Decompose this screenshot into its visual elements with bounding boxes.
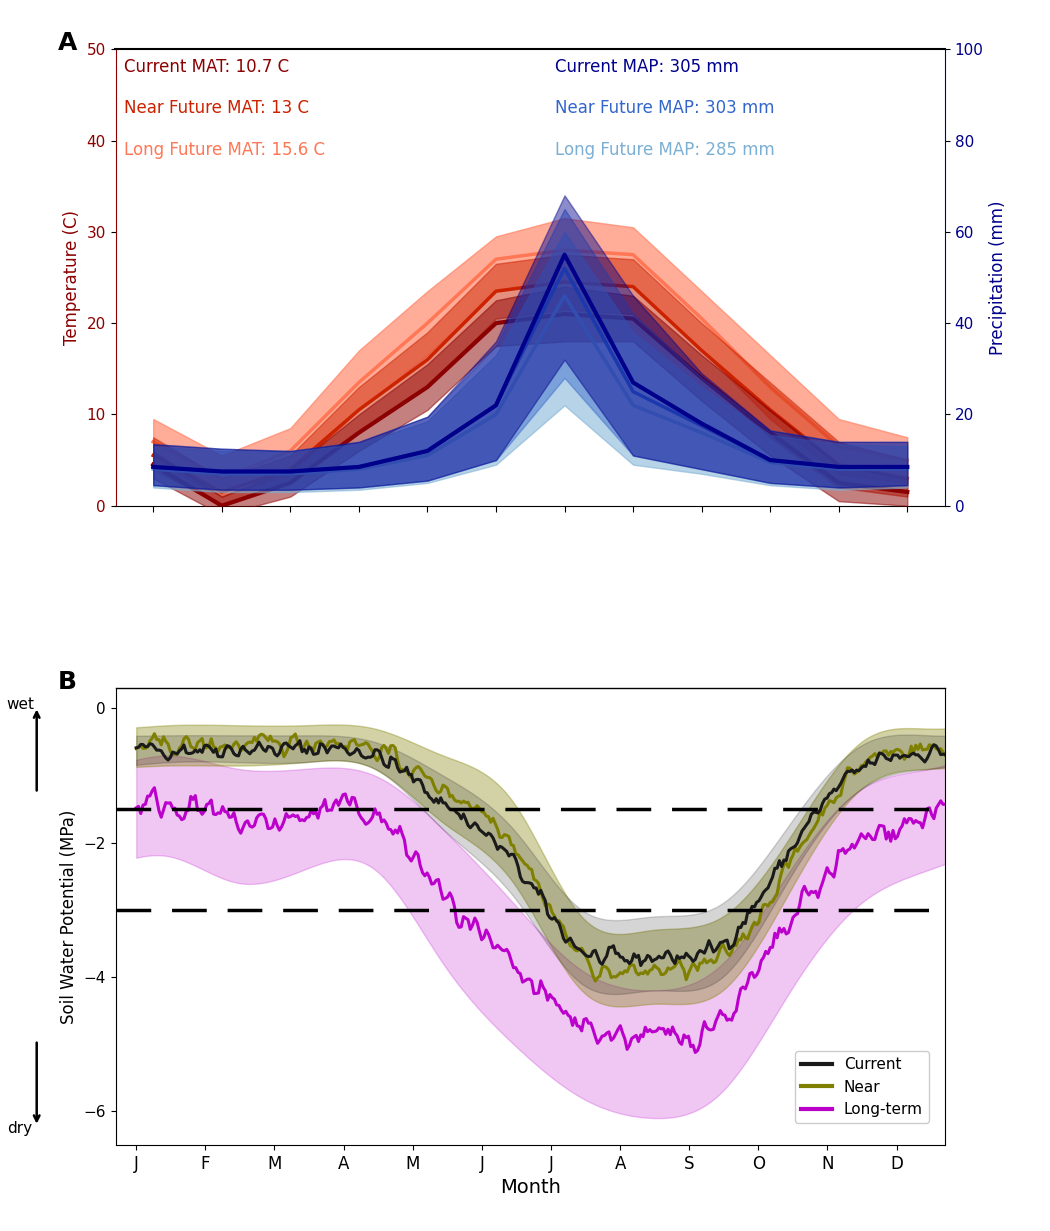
Legend: Current, Near, Long-term: Current, Near, Long-term xyxy=(795,1051,929,1124)
Text: Near Future MAT: 13 C: Near Future MAT: 13 C xyxy=(124,100,309,117)
Text: Long Future MAP: 285 mm: Long Future MAP: 285 mm xyxy=(555,140,775,159)
Text: A: A xyxy=(58,31,77,55)
X-axis label: Month: Month xyxy=(500,1178,561,1197)
Y-axis label: Temperature (C): Temperature (C) xyxy=(63,211,81,345)
Text: wet: wet xyxy=(6,698,34,713)
Text: Long Future MAT: 15.6 C: Long Future MAT: 15.6 C xyxy=(124,140,324,159)
Text: Current MAT: 10.7 C: Current MAT: 10.7 C xyxy=(124,58,289,76)
Y-axis label: Soil Water Potential (MPa): Soil Water Potential (MPa) xyxy=(60,810,78,1024)
Y-axis label: Precipitation (mm): Precipitation (mm) xyxy=(989,201,1007,355)
Text: dry: dry xyxy=(7,1120,33,1136)
Text: Near Future MAP: 303 mm: Near Future MAP: 303 mm xyxy=(555,100,775,117)
Text: B: B xyxy=(58,670,77,694)
Text: Current MAP: 305 mm: Current MAP: 305 mm xyxy=(555,58,739,76)
